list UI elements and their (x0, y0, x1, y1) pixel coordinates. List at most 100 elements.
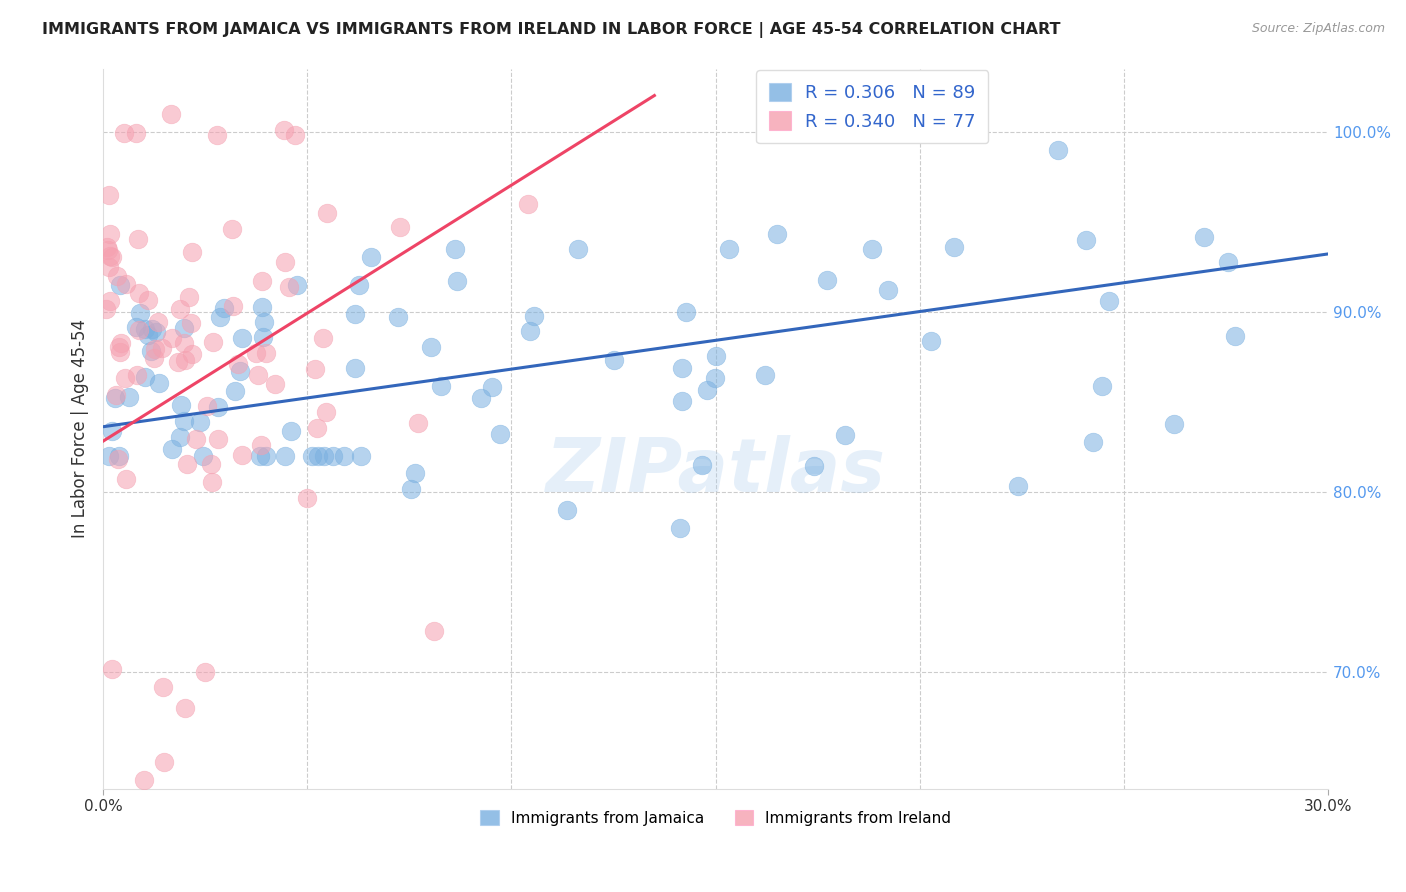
Point (128, 285, 150, 300)
Point (97, 244, 120, 258)
Point (404, 466, 426, 480)
Point (343, 361, 366, 376)
Point (184, 433, 207, 447)
Point (301, 449, 323, 463)
Point (114, 277, 136, 291)
Point (129, 306, 152, 320)
Point (228, 364, 250, 378)
Point (860, 243, 883, 257)
Point (162, 331, 184, 345)
Point (104, 391, 127, 405)
Point (344, 307, 367, 321)
Point (253, 316, 276, 330)
Point (173, 414, 195, 428)
Point (519, 324, 541, 338)
Point (94, 301, 117, 316)
Point (360, 250, 382, 264)
Point (250, 438, 273, 452)
Point (108, 340, 131, 354)
Point (180, 347, 202, 361)
Point (250, 274, 273, 288)
Point (110, 277, 132, 292)
Point (389, 220, 412, 235)
Point (942, 240, 965, 254)
Point (1194, 230, 1216, 244)
Point (1074, 233, 1097, 247)
Point (803, 458, 825, 473)
Point (252, 330, 274, 344)
Point (145, 326, 167, 340)
Point (207, 401, 229, 415)
Point (307, 421, 329, 435)
Point (200, 457, 222, 471)
Point (815, 273, 838, 287)
Point (287, 277, 309, 292)
Point (315, 206, 337, 220)
Point (128, 323, 150, 337)
Point (280, 424, 302, 438)
Point (138, 328, 160, 343)
Point (1091, 378, 1114, 392)
Point (1047, 143, 1070, 157)
Point (207, 433, 229, 447)
Point (98, 260, 121, 275)
Point (254, 449, 277, 463)
Point (107, 449, 129, 463)
Point (312, 331, 335, 345)
Point (173, 335, 195, 350)
Point (221, 221, 243, 235)
Point (523, 309, 546, 323)
Point (98, 293, 121, 308)
Point (141, 343, 163, 358)
Point (1083, 435, 1105, 450)
Point (173, 700, 195, 714)
Point (877, 284, 900, 298)
Point (349, 277, 371, 292)
Point (295, 491, 318, 505)
Point (101, 662, 124, 676)
Text: IMMIGRANTS FROM JAMAICA VS IMMIGRANTS FROM IRELAND IN LABOR FORCE | AGE 45-54 CO: IMMIGRANTS FROM JAMAICA VS IMMIGRANTS FR… (42, 22, 1060, 38)
Point (250, 300, 273, 314)
Point (349, 449, 371, 463)
Point (148, 376, 170, 390)
Point (167, 354, 190, 368)
Point (273, 123, 295, 137)
Point (174, 353, 197, 368)
Point (138, 293, 160, 307)
Point (387, 310, 409, 324)
Point (1218, 255, 1240, 269)
Point (671, 393, 693, 408)
Point (322, 449, 344, 463)
Point (107, 452, 129, 467)
Point (207, 128, 229, 142)
Point (555, 502, 578, 516)
Point (134, 322, 156, 336)
Point (201, 475, 224, 489)
Point (834, 427, 856, 442)
Point (315, 405, 337, 419)
Point (97, 188, 120, 202)
Point (98, 249, 121, 263)
Point (132, 772, 155, 787)
Point (312, 449, 335, 463)
Point (430, 379, 453, 393)
Point (148, 315, 170, 329)
Point (141, 321, 163, 335)
Point (202, 334, 225, 349)
Point (176, 458, 198, 472)
Point (127, 368, 149, 383)
Point (304, 362, 326, 376)
Point (98, 227, 121, 241)
Point (704, 350, 727, 364)
Point (159, 106, 181, 120)
Point (134, 369, 156, 384)
Point (920, 334, 942, 348)
Y-axis label: In Labor Force | Age 45-54: In Labor Force | Age 45-54 (72, 319, 89, 538)
Point (307, 449, 329, 463)
Point (125, 126, 148, 140)
Point (173, 321, 195, 335)
Point (703, 371, 725, 385)
Point (124, 320, 146, 334)
Point (180, 316, 202, 330)
Point (226, 357, 249, 371)
